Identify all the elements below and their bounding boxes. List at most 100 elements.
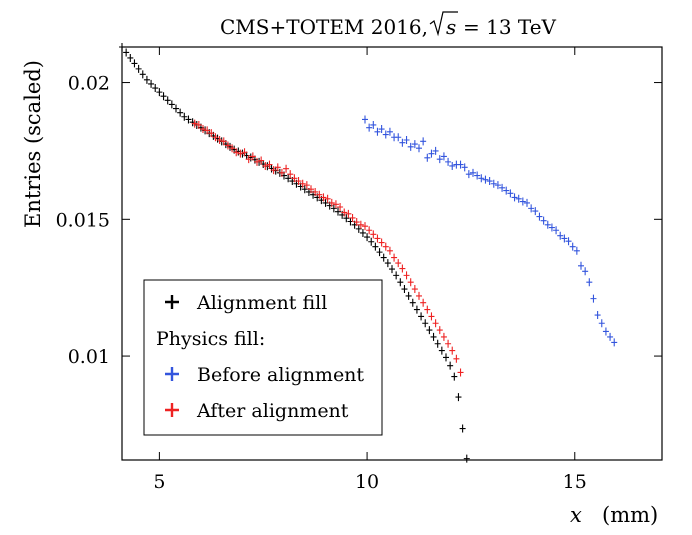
data-point (447, 361, 454, 370)
data-point (528, 204, 535, 213)
data-point (378, 238, 385, 247)
data-point (364, 233, 371, 242)
y-tick-label: 0.02 (68, 73, 110, 95)
x-tick-label: 10 (355, 471, 379, 493)
data-point (359, 228, 366, 237)
data-point (438, 346, 445, 355)
data-point (303, 181, 310, 190)
data-point (416, 291, 422, 300)
data-point (204, 126, 211, 135)
data-point (436, 155, 443, 164)
data-point (362, 222, 368, 231)
data-point (376, 248, 383, 257)
data-point (524, 198, 530, 207)
data-point (536, 212, 543, 221)
data-point (353, 218, 360, 227)
data-point (451, 372, 458, 381)
data-point (602, 327, 609, 336)
data-point (443, 353, 449, 362)
y-axis-label: Entries (scaled) (21, 60, 45, 228)
data-point (557, 231, 564, 240)
data-point (283, 164, 290, 173)
data-point (337, 203, 344, 212)
data-point (594, 311, 601, 320)
data-point (366, 123, 373, 132)
data-point (349, 213, 356, 222)
data-point (422, 319, 429, 328)
data-point (428, 312, 435, 321)
data-point (245, 155, 252, 164)
data-point (216, 135, 223, 144)
data-point (316, 190, 323, 199)
data-point (474, 171, 481, 180)
data-point (332, 200, 339, 209)
data-point (324, 194, 331, 203)
legend-label-before-alignment: Before alignment (197, 364, 364, 386)
data-point (411, 285, 418, 294)
legend: Alignment fill Physics fill: Before alig… (143, 279, 383, 436)
data-point (553, 226, 560, 235)
data-point (457, 368, 464, 377)
data-point (139, 70, 146, 79)
data-point (399, 264, 406, 273)
data-point (291, 174, 298, 183)
data-point (320, 193, 327, 202)
data-point (486, 177, 493, 186)
legend-label-after-alignment: After alignment (196, 400, 349, 422)
data-point (411, 140, 418, 149)
data-point (274, 163, 281, 172)
data-point (372, 242, 379, 251)
data-point (590, 294, 597, 303)
data-point (181, 112, 188, 121)
data-point (403, 135, 410, 144)
data-point (507, 189, 514, 198)
data-point (569, 242, 576, 251)
data-point (440, 332, 447, 341)
x-tick-label: 15 (563, 471, 587, 493)
data-point (343, 214, 350, 223)
data-point (461, 163, 468, 172)
data-point (168, 100, 175, 109)
data-point (249, 152, 256, 161)
data-point (200, 125, 206, 134)
plot-frame (121, 46, 663, 461)
data-point (312, 187, 319, 196)
data-point (368, 237, 375, 246)
data-point (413, 305, 420, 314)
data-point (445, 339, 452, 348)
data-point (362, 115, 368, 124)
x-axis-label: x (570, 503, 582, 527)
data-point (424, 305, 431, 314)
data-point (378, 125, 385, 134)
data-point (266, 160, 273, 169)
series-after-alignment (191, 119, 464, 377)
data-point (457, 160, 464, 169)
data-point (416, 144, 422, 153)
data-point (330, 204, 337, 213)
legend-marker-icon (165, 403, 179, 417)
data-point (582, 267, 589, 276)
data-point (494, 181, 501, 190)
data-point (490, 179, 497, 188)
data-point (432, 319, 439, 328)
x-axis-unit: (mm) (602, 503, 658, 527)
data-point (287, 170, 294, 179)
data-point (374, 234, 381, 243)
legend-box (143, 279, 383, 436)
data-point (459, 424, 466, 433)
data-point (164, 96, 171, 105)
data-point (355, 224, 362, 233)
data-point (328, 198, 335, 207)
data-point (212, 133, 219, 142)
data-point (395, 259, 402, 268)
data-point (465, 170, 472, 179)
x-tick-label: 5 (153, 471, 165, 493)
data-point (335, 207, 341, 216)
data-point (420, 298, 427, 307)
data-point (418, 312, 425, 321)
data-point (208, 129, 215, 138)
data-point (399, 138, 406, 147)
data-point (478, 174, 485, 183)
data-point (185, 115, 192, 124)
data-point (578, 261, 584, 270)
